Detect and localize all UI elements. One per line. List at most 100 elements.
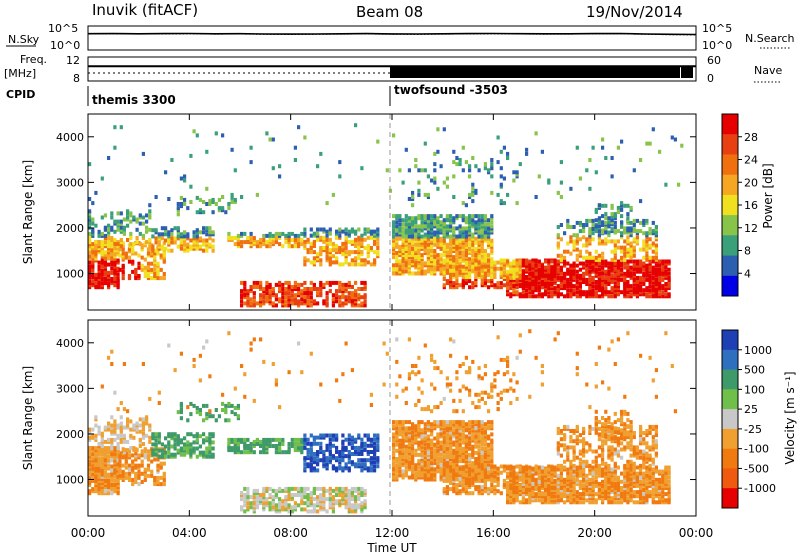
velocity-cell (461, 459, 465, 464)
power-cell (452, 244, 456, 249)
power-cell (556, 271, 560, 276)
power-cell (417, 244, 421, 249)
power-cell (613, 230, 617, 235)
power-cell (265, 295, 269, 300)
velocity-cell (107, 474, 111, 479)
power-cell (575, 253, 579, 258)
velocity-cell (417, 469, 421, 474)
power-cell (553, 292, 557, 297)
velocity-cell (468, 446, 472, 451)
power-cell (138, 231, 142, 236)
power-cell (620, 235, 624, 240)
velocity-cell (411, 434, 415, 439)
power-cell (189, 153, 193, 158)
power-cell (100, 260, 104, 265)
power-cell (616, 284, 620, 289)
power-cell (483, 264, 487, 269)
power-cell (338, 227, 342, 232)
power-cell (202, 242, 206, 247)
velocity-cell (141, 435, 145, 440)
power-cell (404, 249, 408, 253)
power-cell (331, 254, 335, 259)
power-cell (227, 206, 231, 211)
power-cell (243, 293, 247, 298)
velocity-cell (398, 469, 402, 474)
power-cell (159, 276, 163, 281)
velocity-cell (94, 462, 98, 467)
power-cell (464, 264, 468, 269)
velocity-cell (312, 509, 316, 514)
power-cell (354, 123, 358, 128)
power-cell (658, 284, 662, 289)
power-cell (322, 246, 326, 250)
velocity-cell (278, 501, 282, 506)
power-cell (509, 292, 513, 297)
velocity-cell (116, 425, 120, 430)
velocity-cell (335, 486, 339, 491)
power-cell (160, 232, 164, 237)
power-cell (588, 186, 592, 191)
power-cell (480, 275, 484, 279)
velocity-cell (119, 433, 123, 438)
power-cell (170, 158, 174, 162)
power-cell (430, 224, 434, 229)
power-cell (309, 291, 313, 296)
power-cell (319, 227, 323, 232)
power-cell (249, 297, 253, 302)
power-cell (376, 241, 380, 246)
power-cell (433, 232, 437, 237)
power-cell (455, 275, 459, 279)
power-cell (143, 265, 147, 270)
power-cell (471, 192, 475, 197)
velocity-cell (306, 486, 310, 491)
power-cell (268, 301, 272, 306)
power-cell (639, 158, 643, 162)
power-colorbar-tick-label: 28 (744, 131, 758, 144)
velocity-cell (401, 450, 405, 455)
velocity-cell (423, 442, 427, 447)
velocity-cell (157, 454, 161, 459)
power-cell (297, 287, 301, 291)
velocity-cell (134, 453, 138, 458)
velocity-cell (281, 450, 285, 455)
power-cell (642, 271, 646, 276)
velocity-cell (281, 442, 285, 446)
power-cell (582, 271, 586, 276)
velocity-cell (224, 410, 228, 415)
power-cell (449, 214, 453, 219)
velocity-cell (366, 443, 370, 448)
velocity-cell (211, 446, 215, 451)
power-cell (651, 275, 655, 280)
power-cell (316, 235, 320, 240)
power-cell (436, 216, 440, 221)
power-cell (411, 190, 415, 195)
velocity-cell (141, 442, 145, 446)
power-cell (635, 292, 639, 297)
power-cell (268, 240, 272, 245)
velocity-cell (316, 458, 320, 463)
power-cell (338, 285, 342, 289)
velocity-cell (110, 483, 114, 487)
power-cell (512, 178, 516, 183)
power-cell (426, 257, 430, 262)
velocity-cell (376, 445, 380, 450)
velocity-cell (124, 451, 128, 456)
power-cell (461, 279, 465, 284)
velocity-cell (236, 442, 240, 446)
power-cell (477, 226, 481, 231)
power-cell (338, 289, 342, 294)
power-cell (645, 235, 649, 240)
power-cell (354, 289, 358, 294)
power-cell (651, 249, 655, 254)
power-cell (629, 205, 633, 210)
power-cell (347, 291, 351, 296)
velocity-cell (293, 493, 297, 497)
power-cell (626, 247, 630, 252)
power-cell (420, 265, 424, 270)
power-cell (103, 270, 107, 275)
velocity-cell (312, 507, 316, 512)
date-title: 19/Nov/2014 (586, 3, 683, 21)
power-cell (150, 261, 154, 266)
power-cell (363, 280, 367, 285)
power-cell (430, 220, 434, 225)
